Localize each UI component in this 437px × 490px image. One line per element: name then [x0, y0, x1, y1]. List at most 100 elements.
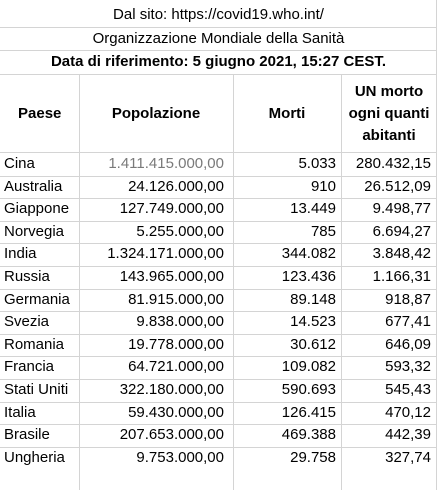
cell-deaths: 590.693	[281, 381, 336, 398]
cell-population: 322.180.000,00	[119, 381, 224, 398]
cell-deaths: 123.436	[281, 268, 336, 285]
cell-country: Brasile	[4, 426, 50, 444]
cell-ratio: 3.848,42	[372, 245, 431, 263]
gridline	[0, 446, 437, 448]
table-row: Russia 143.965.000,00 123.436 1.166,31	[0, 266, 437, 289]
table-row: Norvegia 5.255.000,00 785 6.694,27	[0, 221, 437, 244]
gridline	[0, 198, 437, 200]
cell-ratio: 545,43	[385, 381, 431, 398]
gridline	[0, 311, 437, 313]
cell-population: 59.430.000,00	[128, 403, 224, 421]
cell-country: Australia	[4, 177, 63, 195]
gridline	[0, 175, 437, 177]
cell-ratio: 918,87	[385, 290, 431, 308]
table-row: Australia 24.126.000,00 910 26.512,09	[0, 176, 437, 199]
organization-line: Organizzazione Mondiale della Sanità	[92, 30, 345, 47]
cell-country: Italia	[4, 403, 36, 421]
cell-country: Svezia	[4, 313, 50, 331]
cell-country: Norvegia	[4, 222, 65, 240]
gridline	[0, 27, 437, 28]
cell-country: Stati Uniti	[4, 381, 69, 398]
gridline	[0, 243, 437, 245]
gridline	[0, 220, 437, 222]
cell-country: Romania	[4, 335, 65, 353]
cell-country: Giappone	[4, 200, 70, 218]
cell-deaths: 29.758	[290, 448, 336, 466]
table-row: Giappone 127.749.000,00 13.449 9.498,77	[0, 198, 437, 221]
table-row: Cina 1.411.415.000,00 5.033 280.432,15	[0, 153, 437, 176]
header-ratio-line3: abitanti	[362, 126, 416, 144]
header-deaths: Morti	[268, 105, 306, 122]
cell-country: Ungheria	[4, 448, 65, 466]
cell-population: 9.838.000,00	[136, 313, 224, 331]
cell-population: 207.653.000,00	[119, 426, 224, 444]
cell-ratio: 442,39	[385, 426, 431, 444]
cell-population: 81.915.000,00	[128, 290, 224, 308]
gridline	[0, 288, 437, 290]
gridline	[0, 152, 437, 153]
header-ratio-line2: ogni quanti	[348, 104, 430, 122]
cell-population: 19.778.000,00	[128, 335, 224, 353]
header-population: Popolazione	[111, 105, 201, 122]
cell-ratio: 677,41	[385, 313, 431, 331]
table-row: Svezia 9.838.000,00 14.523 677,41	[0, 311, 437, 334]
cell-ratio: 9.498,77	[372, 200, 431, 218]
table-row: Stati Uniti 322.180.000,00 590.693 545,43	[0, 379, 437, 402]
cell-country: Germania	[4, 290, 70, 308]
gridline	[79, 75, 80, 490]
gridline	[0, 74, 437, 75]
cell-ratio: 26.512,09	[364, 177, 431, 195]
cell-population: 5.255.000,00	[136, 222, 224, 240]
cell-population: 64.721.000,00	[128, 358, 224, 376]
gridline	[0, 379, 437, 380]
cell-deaths: 910	[310, 177, 336, 195]
cell-ratio: 1.166,31	[372, 268, 431, 285]
cell-deaths: 785	[310, 222, 336, 240]
cell-population: 1.411.415.000,00	[108, 155, 224, 172]
cell-population: 9.753.000,00	[136, 448, 224, 466]
table-row: Italia 59.430.000,00 126.415 470,12	[0, 402, 437, 425]
cell-deaths: 109.082	[281, 358, 336, 376]
header-row: Paese Popolazione Morti UN morto ogni qu…	[0, 75, 437, 152]
cell-country: Francia	[4, 358, 55, 376]
source-line: Dal sito: https://covid19.who.int/	[113, 6, 324, 23]
header-ratio: UN morto ogni quanti abitanti	[341, 75, 437, 152]
gridline	[0, 424, 437, 426]
table-row: Romania 19.778.000,00 30.612 646,09	[0, 334, 437, 357]
cell-deaths: 14.523	[290, 313, 336, 331]
cell-ratio: 280.432,15	[355, 155, 431, 172]
cell-ratio: 470,12	[385, 403, 431, 421]
cell-population: 127.749.000,00	[119, 200, 224, 218]
header-ratio-line1: UN morto	[354, 82, 424, 100]
gridline	[0, 401, 437, 403]
cell-ratio: 327,74	[385, 448, 431, 466]
gridline	[0, 333, 437, 335]
cell-population: 1.324.171.000,00	[107, 245, 224, 263]
gridline	[233, 75, 234, 490]
gridline	[0, 50, 437, 51]
cell-population: 143.965.000,00	[119, 268, 224, 285]
reference-date-line: Data di riferimento: 5 giugno 2021, 15:2…	[50, 53, 387, 70]
cell-ratio: 593,32	[385, 358, 431, 376]
cell-ratio: 646,09	[385, 335, 431, 353]
gridline	[341, 75, 342, 490]
cell-deaths: 469.388	[281, 426, 336, 444]
gridline	[0, 356, 437, 358]
cell-country: Russia	[4, 268, 50, 285]
cell-deaths: 126.415	[281, 403, 336, 421]
cell-country: Cina	[4, 155, 35, 172]
table-row: Francia 64.721.000,00 109.082 593,32	[0, 356, 437, 379]
table-row: India 1.324.171.000,00 344.082 3.848,42	[0, 243, 437, 266]
gridline	[0, 266, 437, 267]
table-row: Brasile 207.653.000,00 469.388 442,39	[0, 424, 437, 447]
cell-deaths: 13.449	[290, 200, 336, 218]
cell-population: 24.126.000,00	[128, 177, 224, 195]
cell-deaths: 344.082	[281, 245, 336, 263]
cell-ratio: 6.694,27	[372, 222, 431, 240]
table-row: Germania 81.915.000,00 89.148 918,87	[0, 289, 437, 312]
cell-deaths: 30.612	[290, 335, 336, 353]
cell-deaths: 5.033	[298, 155, 336, 172]
cell-country: India	[4, 245, 37, 263]
header-country: Paese	[18, 105, 62, 122]
